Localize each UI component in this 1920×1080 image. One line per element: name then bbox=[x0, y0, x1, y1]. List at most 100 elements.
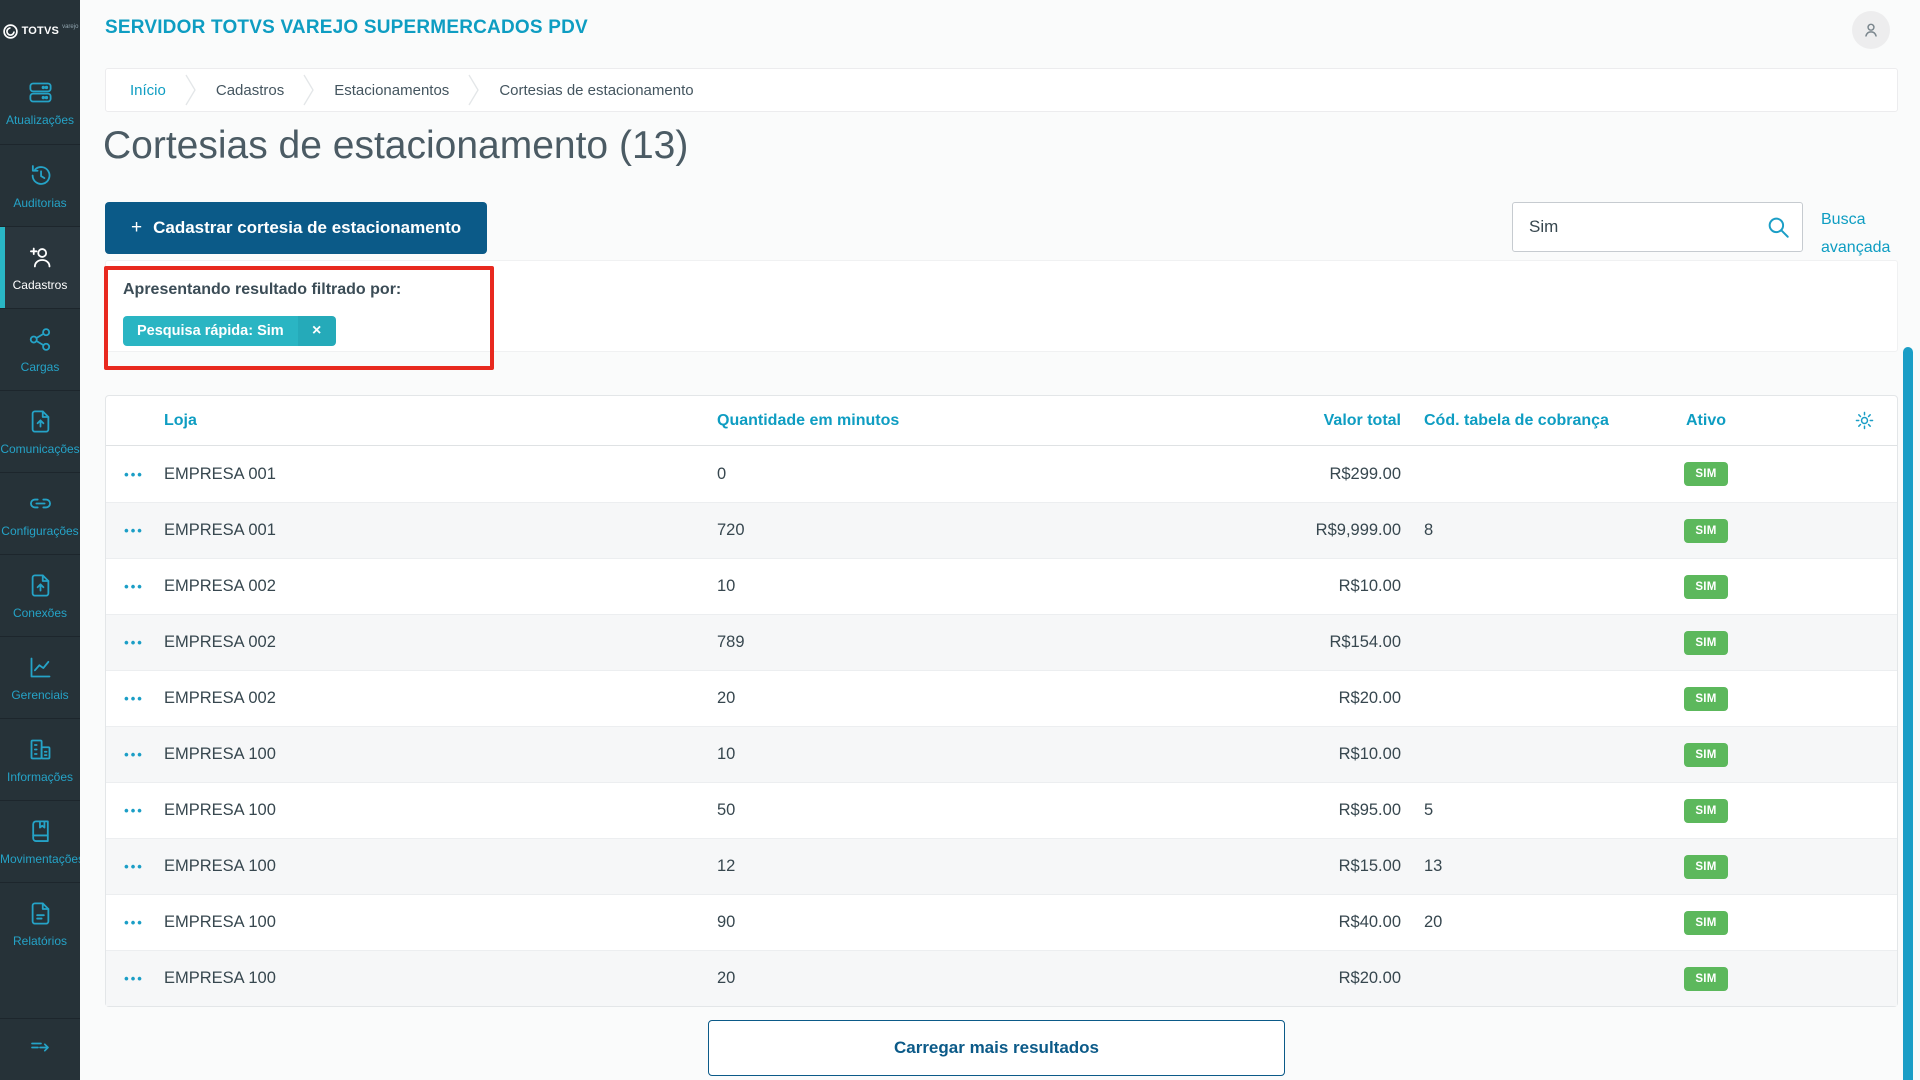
breadcrumb-separator-icon bbox=[467, 73, 481, 107]
sidebar-item-comunicacoes[interactable]: Comunicações bbox=[0, 390, 80, 472]
sidebar-item-configuracoes[interactable]: Configurações bbox=[0, 472, 80, 554]
sidebar-item-label: Cadastros bbox=[12, 277, 68, 292]
row-menu-button[interactable]: ••• bbox=[124, 466, 144, 482]
sidebar-collapse-button[interactable] bbox=[0, 1018, 80, 1080]
row-menu-button[interactable]: ••• bbox=[124, 579, 144, 594]
breadcrumb-item-cadastros[interactable]: Cadastros bbox=[215, 81, 285, 99]
sidebar-item-informacoes[interactable]: Informações bbox=[0, 718, 80, 800]
book-icon bbox=[27, 818, 54, 845]
server-icon bbox=[27, 79, 54, 106]
sidebar-item-label: Gerenciais bbox=[11, 687, 69, 702]
table-row: ••• EMPRESA 100 90 R$40.00 20 SIM bbox=[106, 894, 1897, 950]
breadcrumb-item-estacionamentos[interactable]: Estacionamentos bbox=[334, 81, 450, 99]
file-upload-icon bbox=[27, 408, 54, 435]
status-badge: SIM bbox=[1684, 462, 1728, 486]
plus-icon: + bbox=[131, 217, 143, 238]
sidebar-item-label: Comunicações bbox=[0, 441, 80, 456]
row-menu-button[interactable]: ••• bbox=[124, 747, 144, 762]
table-row: ••• EMPRESA 002 789 R$154.00 SIM bbox=[106, 614, 1897, 670]
quick-search bbox=[1512, 202, 1803, 252]
sidebar-item-gerenciais[interactable]: Gerenciais bbox=[0, 636, 80, 718]
row-menu-button[interactable]: ••• bbox=[124, 859, 144, 874]
status-badge: SIM bbox=[1684, 574, 1728, 599]
table-settings-button[interactable] bbox=[1854, 410, 1875, 431]
sidebar-item-auditorias[interactable]: Auditorias bbox=[0, 144, 80, 226]
cell-quantidade: 12 bbox=[717, 857, 736, 875]
filter-panel: Apresentando resultado filtrado por: Pes… bbox=[105, 260, 1898, 352]
cell-loja: EMPRESA 100 bbox=[164, 857, 276, 875]
column-header-ativo[interactable]: Ativo bbox=[1686, 411, 1726, 429]
sidebar-item-atualizacoes[interactable]: Atualizações bbox=[0, 62, 80, 144]
breadcrumb-item-cortesias-de-estacionamento[interactable]: Cortesias de estacionamento bbox=[499, 81, 694, 99]
sidebar-item-movimentacoes[interactable]: Movimentações bbox=[0, 800, 80, 882]
cell-quantidade: 20 bbox=[717, 689, 736, 707]
row-menu-button[interactable]: ••• bbox=[124, 803, 144, 818]
breadcrumb-item-inicio[interactable]: Início bbox=[130, 81, 166, 99]
load-more-button[interactable]: Carregar mais resultados bbox=[708, 1020, 1285, 1076]
user-menu-button[interactable] bbox=[1852, 11, 1890, 49]
gear-icon bbox=[1855, 411, 1874, 430]
brand-text: TOTVS bbox=[21, 25, 60, 37]
sidebar-item-label: Cargas bbox=[20, 359, 60, 374]
breadcrumb-separator-icon bbox=[302, 73, 316, 107]
filter-chip-label: Pesquisa rápida: Sim bbox=[123, 316, 298, 346]
cell-valor-total: R$20.00 bbox=[1338, 689, 1401, 707]
row-menu-button[interactable]: ••• bbox=[124, 915, 144, 930]
collapse-arrow-icon bbox=[28, 1035, 52, 1064]
add-cortesia-button[interactable]: + Cadastrar cortesia de estacionamento bbox=[105, 202, 488, 254]
cell-quantidade: 90 bbox=[717, 913, 736, 931]
row-menu-button[interactable]: ••• bbox=[124, 635, 144, 650]
sidebar-item-label: Atualizações bbox=[5, 113, 75, 127]
report-icon bbox=[27, 900, 54, 927]
table-row: ••• EMPRESA 100 20 R$20.00 SIM bbox=[106, 950, 1897, 1006]
cell-valor-total: R$10.00 bbox=[1338, 745, 1401, 763]
cell-loja: EMPRESA 002 bbox=[164, 689, 276, 707]
chip-close-button[interactable]: × bbox=[297, 316, 336, 346]
results-table: Loja Quantidade em minutos Valor total C… bbox=[105, 395, 1898, 1007]
column-header-quantidade[interactable]: Quantidade em minutos bbox=[717, 411, 900, 429]
sidebar-item-label: Movimentações bbox=[0, 851, 80, 866]
user-plus-icon bbox=[27, 244, 54, 271]
cell-valor-total: R$15.00 bbox=[1338, 857, 1401, 875]
cell-quantidade: 789 bbox=[717, 633, 745, 651]
advanced-search-link[interactable]: Busca avançada bbox=[1821, 211, 1891, 256]
status-badge: SIM bbox=[1684, 742, 1728, 767]
sidebar-item-relatorios[interactable]: Relatórios bbox=[0, 882, 80, 964]
row-menu-button[interactable]: ••• bbox=[124, 691, 144, 706]
column-header-valor-total[interactable]: Valor total bbox=[1323, 411, 1401, 429]
cell-quantidade: 10 bbox=[717, 745, 736, 763]
cell-loja: EMPRESA 001 bbox=[164, 464, 276, 483]
search-icon[interactable] bbox=[1765, 214, 1791, 245]
column-header-loja[interactable]: Loja bbox=[164, 411, 197, 429]
column-header-cod-tabela[interactable]: Cód. tabela de cobrança bbox=[1424, 411, 1609, 429]
cell-valor-total: R$95.00 bbox=[1338, 801, 1401, 819]
table-row: ••• EMPRESA 002 10 R$10.00 SIM bbox=[106, 558, 1897, 614]
search-input[interactable] bbox=[1512, 202, 1803, 252]
vertical-scrollbar[interactable] bbox=[1903, 347, 1913, 1080]
sidebar-item-cadastros[interactable]: Cadastros bbox=[0, 226, 80, 308]
sidebar-item-cargas[interactable]: Cargas bbox=[0, 308, 80, 390]
page-header-title: SERVIDOR TOTVS VAREJO SUPERMERCADOS PDV bbox=[105, 17, 588, 38]
cell-loja: EMPRESA 001 bbox=[164, 521, 276, 539]
history-icon bbox=[27, 162, 54, 189]
file-upload-icon bbox=[27, 572, 54, 599]
cell-cod-tabela: 20 bbox=[1424, 913, 1443, 931]
cell-valor-total: R$10.00 bbox=[1338, 577, 1401, 595]
sidebar-item-label: Informações bbox=[6, 769, 74, 784]
sidebar-item-conexoes[interactable]: Conexões bbox=[0, 554, 80, 636]
cell-loja: EMPRESA 100 bbox=[164, 801, 276, 819]
table-row: ••• EMPRESA 100 12 R$15.00 13 SIM bbox=[106, 838, 1897, 894]
status-badge: SIM bbox=[1684, 798, 1728, 823]
sidebar-item-label: Configurações bbox=[1, 523, 79, 538]
table-body: ••• EMPRESA 001 0 R$299.00 SIM ••• EMPRESA 001… bbox=[106, 446, 1897, 1006]
sidebar-item-label: Auditorias bbox=[13, 195, 67, 210]
cell-valor-total: R$20.00 bbox=[1338, 969, 1401, 987]
row-menu-button[interactable]: ••• bbox=[124, 971, 144, 986]
sidebar-nav: Atualizações Auditorias Cadastros Cargas Com… bbox=[0, 62, 80, 964]
row-menu-button[interactable]: ••• bbox=[124, 523, 144, 538]
cell-cod-tabela: 8 bbox=[1424, 521, 1434, 539]
cell-cod-tabela: 5 bbox=[1424, 801, 1434, 819]
table-row: ••• EMPRESA 002 20 R$20.00 SIM bbox=[106, 670, 1897, 726]
cell-valor-total: R$154.00 bbox=[1329, 633, 1401, 651]
